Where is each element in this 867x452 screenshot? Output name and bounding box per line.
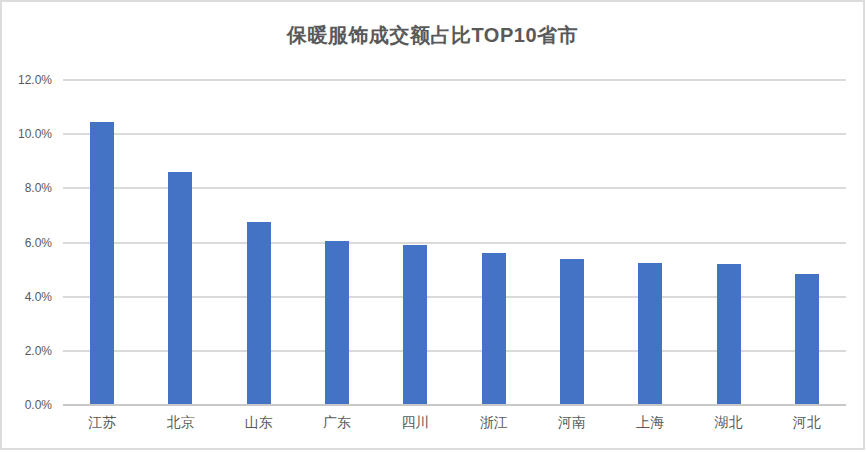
gridline <box>63 133 846 135</box>
x-category-label: 广东 <box>298 414 376 432</box>
chart-title: 保暖服饰成交额占比TOP10省市 <box>2 22 863 49</box>
chart-bar <box>247 222 271 405</box>
x-category-label: 四川 <box>376 414 454 432</box>
chart-bar <box>325 241 349 405</box>
x-category-label: 江苏 <box>63 414 141 432</box>
chart-bar <box>482 253 506 405</box>
x-category-label: 河南 <box>533 414 611 432</box>
chart-bar <box>638 263 662 405</box>
x-category-label: 浙江 <box>455 414 533 432</box>
y-tick-label: 12.0% <box>2 73 52 87</box>
chart-bar <box>403 245 427 405</box>
gridline <box>63 79 846 81</box>
x-category-label: 湖北 <box>689 414 767 432</box>
x-category-label: 山东 <box>220 414 298 432</box>
chart-bar <box>560 259 584 405</box>
chart-bar <box>90 122 114 405</box>
y-tick-label: 0.0% <box>2 398 52 412</box>
chart-container: 保暖服饰成交额占比TOP10省市 0.0% 2.0% 4.0% 6.0% 8.0% 10.… <box>0 0 865 450</box>
x-category-label: 河北 <box>768 414 846 432</box>
x-category-label: 北京 <box>141 414 219 432</box>
chart-bar <box>717 264 741 405</box>
y-tick-label: 2.0% <box>2 344 52 358</box>
x-axis-line <box>63 404 846 406</box>
x-category-label: 上海 <box>611 414 689 432</box>
chart-bar <box>795 274 819 405</box>
y-tick-label: 10.0% <box>2 127 52 141</box>
y-tick-label: 8.0% <box>2 181 52 195</box>
chart-bar <box>168 172 192 405</box>
y-tick-label: 6.0% <box>2 236 52 250</box>
y-tick-label: 4.0% <box>2 290 52 304</box>
